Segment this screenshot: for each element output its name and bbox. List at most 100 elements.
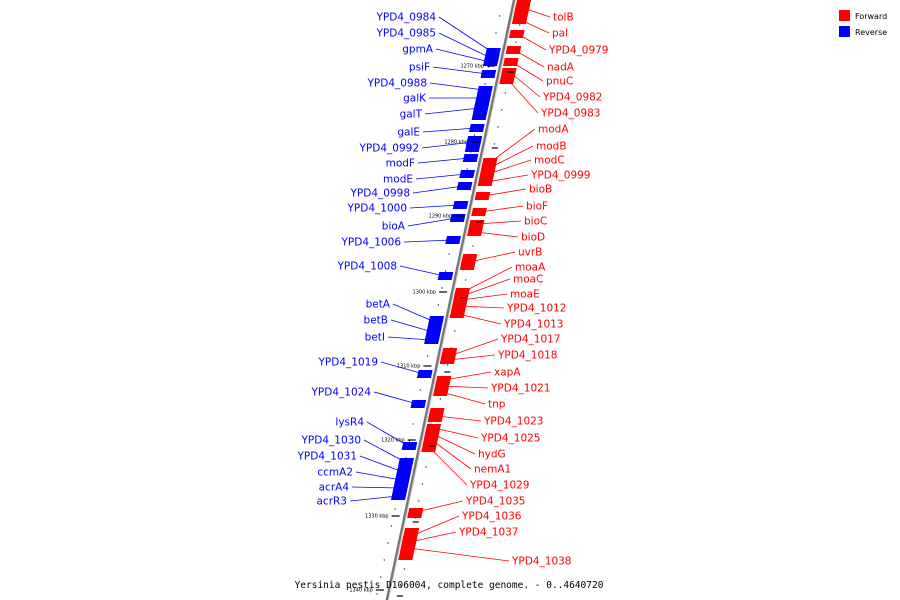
gene-label-biod: bioD: [521, 232, 545, 244]
tick-dot: [466, 168, 468, 170]
leader-line: [507, 79, 539, 114]
leader-line: [483, 188, 527, 197]
leader-line: [475, 231, 519, 238]
gene-label-biob: bioB: [529, 184, 552, 196]
gene-label-ypd4-0992: YPD4_0992: [359, 143, 419, 155]
gene-label-ypd4-0985: YPD4_0985: [376, 28, 436, 40]
gene-label-bioc: bioC: [524, 216, 547, 228]
tick-dot: [390, 525, 393, 527]
leader-line: [422, 127, 476, 133]
tick-dot: [412, 423, 414, 425]
kbp-label: 1280 kbp: [444, 140, 468, 146]
tick-dot: [387, 542, 389, 544]
leader-line: [461, 293, 508, 301]
tick-dot: [400, 585, 402, 587]
leader-line: [444, 371, 492, 381]
leader-line: [486, 174, 529, 183]
leader-line: [409, 204, 460, 209]
leader-line: [390, 319, 433, 333]
leader-line: [429, 82, 484, 91]
leader-line: [373, 391, 418, 405]
leader-line: [441, 391, 486, 405]
gene-feature-modf: [462, 154, 479, 162]
leader-line: [410, 531, 457, 543]
leader-line: [523, 7, 551, 18]
kbp-label: 1290 kbp: [429, 214, 453, 220]
gene-label-ypd4-1021: YPD4_1021: [490, 383, 550, 395]
gene-label-ypd4-0998: YPD4_0998: [350, 188, 410, 200]
gene-feature-cluster: [407, 508, 424, 518]
gene-label-mode: modE: [383, 174, 413, 186]
leader-line: [438, 32, 491, 59]
gene-feature-ypd4-0998: [456, 182, 473, 190]
legend: Forward Reverse: [839, 10, 887, 37]
legend-reverse-label: Reverse: [855, 28, 887, 37]
gene-label-ypd4-1030: YPD4_1030: [301, 435, 361, 447]
gene-label-ypd4-1035: YPD4_1035: [465, 496, 525, 508]
leader-line: [462, 278, 511, 297]
gene-label-tnp: tnp: [488, 399, 506, 411]
leader-line: [380, 361, 424, 375]
gene-label-ypd4-0979: YPD4_0979: [548, 45, 608, 57]
backbone-line: [385, 0, 516, 600]
gene-feature-biob: [474, 192, 491, 200]
tick-dot: [498, 15, 501, 17]
gene-label-moae: moaE: [510, 289, 540, 301]
tick-dot: [376, 593, 378, 595]
gene-feature-ypd4-1013: [449, 310, 466, 318]
leader-line: [359, 455, 404, 473]
gene-label-ypd4-1006: YPD4_1006: [341, 237, 402, 249]
kbp-label: 1270 kbp: [460, 64, 484, 70]
leader-line: [407, 217, 457, 227]
gene-label-ypd4-1029: YPD4_1029: [469, 480, 529, 492]
gene-label-ccma2: ccmA2: [317, 467, 353, 479]
leader-line: [480, 205, 524, 213]
tick-dot: [408, 440, 411, 442]
gene-feature-mode: [459, 170, 475, 178]
gene-label-galt: galT: [400, 109, 423, 121]
leader-line: [392, 303, 435, 323]
leader-line: [411, 515, 460, 537]
leader-line: [487, 159, 532, 175]
leader-line: [511, 61, 544, 82]
kbp-label: 1310 kbp: [397, 364, 421, 370]
leader-line: [417, 157, 470, 164]
gene-label-gpma: gpmA: [402, 44, 434, 56]
leader-lines: [349, 7, 551, 562]
gene-label-xapa: xapA: [494, 367, 521, 379]
gene-feature-bioa: [449, 214, 466, 222]
tick-dot: [464, 279, 467, 281]
gene-label-pal: pal: [552, 28, 568, 40]
leader-line: [408, 547, 510, 562]
leader-line: [434, 427, 479, 439]
gene-label-lysr4: lysR4: [335, 417, 364, 429]
tick-dot: [472, 245, 474, 247]
tick-dot: [446, 364, 449, 366]
leader-line: [458, 313, 502, 325]
gene-feature-ypd4-0988: [477, 86, 493, 94]
leader-line: [366, 421, 409, 447]
kbp-label: 1320 kbp: [381, 438, 405, 444]
gene-feature-tnp: [433, 388, 449, 396]
gene-feature-biod: [467, 228, 483, 236]
leader-line: [387, 336, 431, 341]
gene-label-ypd4-0982: YPD4_0982: [542, 92, 602, 104]
gene-label-beti: betI: [365, 332, 385, 344]
gene-label-nema1: nemA1: [474, 464, 511, 476]
gene-feature-ypd4-1000: [452, 201, 469, 209]
leader-line: [435, 48, 490, 63]
kbp-label: 1340 kbp: [349, 588, 373, 594]
gene-label-modc: modC: [534, 155, 565, 167]
gene-label-ypd4-1037: YPD4_1037: [458, 527, 518, 539]
gene-label-galk: galK: [403, 93, 427, 105]
gene-label-ypd4-1018: YPD4_1018: [497, 350, 557, 362]
gene-label-ypd4-1031: YPD4_1031: [297, 451, 357, 463]
gene-label-ypd4-0988: YPD4_0988: [367, 78, 427, 90]
gene-feature-ypd4-1006: [445, 236, 461, 244]
tick-dot: [504, 92, 506, 94]
leader-line: [443, 385, 489, 389]
leader-line: [436, 415, 482, 422]
gene-feature-ypd4-1029: [421, 444, 437, 452]
tick-dot: [519, 24, 521, 26]
tick-dot: [488, 66, 490, 68]
